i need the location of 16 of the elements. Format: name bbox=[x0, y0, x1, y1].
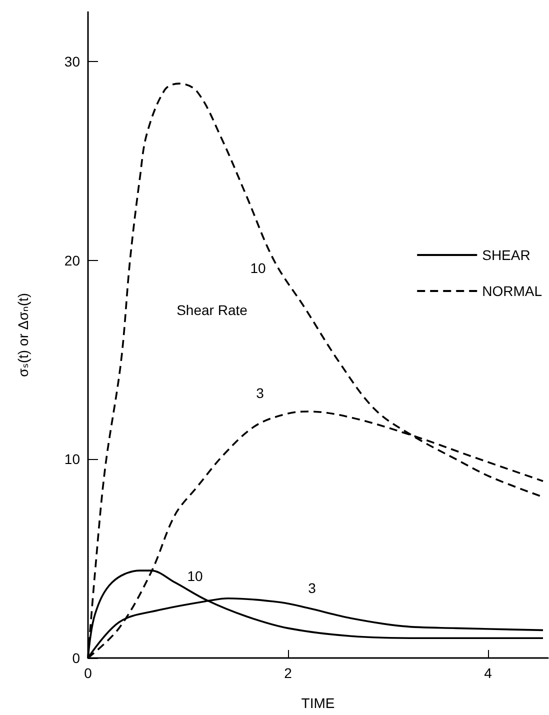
x-tick-label: 4 bbox=[484, 665, 492, 681]
legend-label: SHEAR bbox=[482, 247, 530, 263]
y-tick-label: 0 bbox=[72, 650, 80, 666]
y-tick-label: 30 bbox=[64, 54, 80, 70]
annotation: Shear Rate bbox=[176, 302, 248, 318]
x-tick-label: 2 bbox=[284, 665, 292, 681]
annotation: 10 bbox=[250, 260, 266, 276]
annotation: 3 bbox=[256, 385, 264, 401]
y-axis-title: σₛ(t) or Δσₙ(t) bbox=[15, 292, 31, 378]
y-tick-label: 10 bbox=[64, 451, 80, 468]
y-tick-label: 20 bbox=[64, 252, 80, 268]
annotation: 3 bbox=[308, 580, 316, 596]
annotation: 10 bbox=[187, 568, 203, 584]
legend-label: NORMAL bbox=[482, 283, 542, 299]
x-tick-label: 0 bbox=[84, 665, 92, 681]
x-axis-title: TIME bbox=[301, 695, 335, 711]
